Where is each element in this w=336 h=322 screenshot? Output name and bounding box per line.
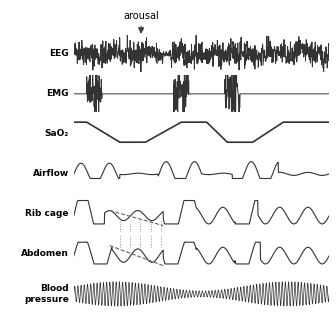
- Text: arousal: arousal: [123, 11, 159, 21]
- Text: Rib cage: Rib cage: [25, 209, 69, 218]
- Text: SaO₂: SaO₂: [44, 129, 69, 138]
- Text: Blood
pressure: Blood pressure: [24, 284, 69, 304]
- Text: Abdomen: Abdomen: [21, 250, 69, 259]
- Text: EEG: EEG: [49, 49, 69, 58]
- Text: Airflow: Airflow: [33, 169, 69, 178]
- Text: EMG: EMG: [46, 89, 69, 98]
